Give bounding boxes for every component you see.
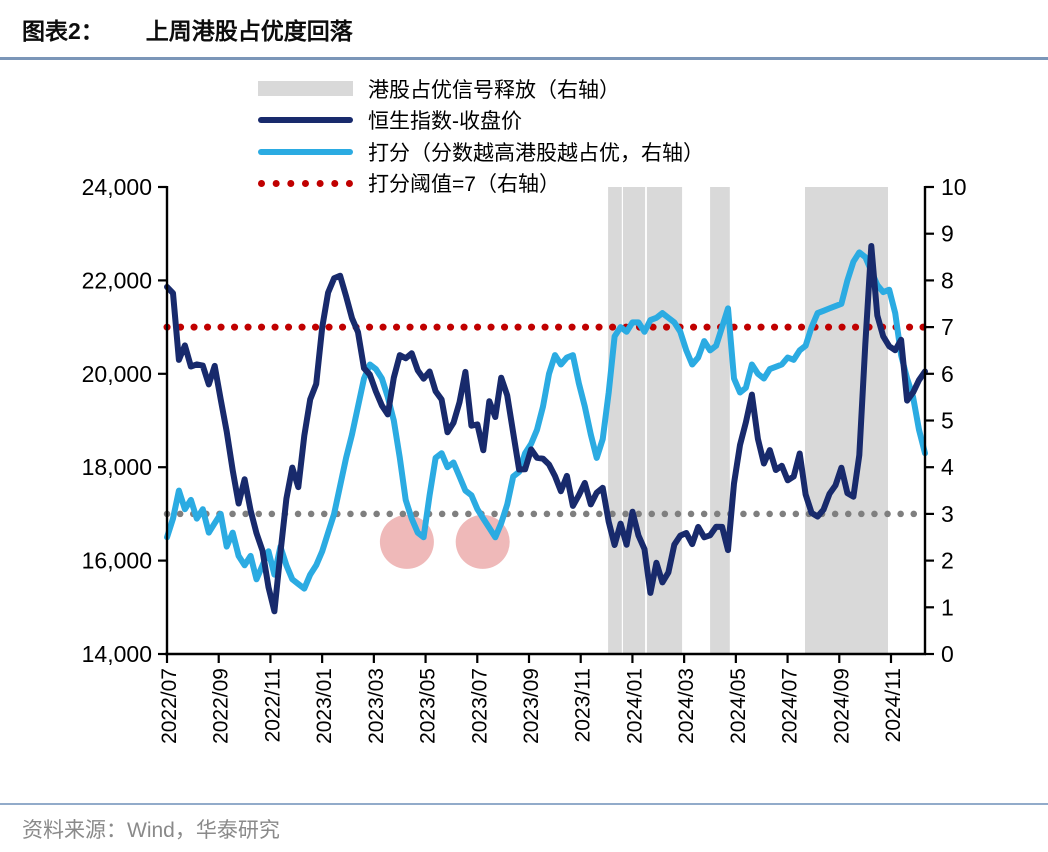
y-left-tick-label: 22,000 <box>82 267 152 293</box>
x-tick-label: 2022/09 <box>210 668 233 744</box>
y-right-tick-label: 7 <box>941 314 954 340</box>
score-line <box>164 249 928 592</box>
y-right-tick-label: 3 <box>941 501 954 527</box>
figure-title: 图表2： 上周港股占优度回落 <box>0 0 1048 60</box>
x-tick-label: 2023/07 <box>468 668 491 744</box>
x-axis: 2022/07 2022/09 2022/11 2023/01 2023/03 2023/… <box>158 654 905 744</box>
x-tick-label: 2023/11 <box>572 668 595 742</box>
x-tick-label: 2022/11 <box>261 668 284 742</box>
y-axis-left: 24,000 22,000 20,000 18,000 16,000 14,000 <box>82 174 167 667</box>
legend-item-hsi: 恒生指数-收盘价 <box>258 105 704 137</box>
x-tick-label: 2024/11 <box>882 668 905 742</box>
x-tick-label: 2024/05 <box>727 668 750 744</box>
legend-item-threshold: 打分阈值=7（右轴） <box>258 168 704 200</box>
x-tick-label: 2023/03 <box>365 668 388 744</box>
x-tick-label: 2023/09 <box>520 668 543 744</box>
y-right-tick-label: 8 <box>941 267 954 293</box>
legend-label: 打分阈值=7（右轴） <box>368 173 560 197</box>
y-right-tick-label: 10 <box>941 174 967 200</box>
y-right-tick-label: 4 <box>941 454 954 480</box>
legend-item-signal: 港股占优信号释放（右轴） <box>258 73 704 105</box>
hsi-line <box>164 243 928 615</box>
x-tick-label: 2024/09 <box>830 668 853 744</box>
y-right-tick-label: 9 <box>941 221 954 247</box>
x-tick-label: 2024/03 <box>675 668 698 744</box>
x-tick-label: 2023/05 <box>417 668 440 744</box>
figure-source: 资料来源：Wind，华泰研究 <box>0 803 1048 844</box>
y-right-tick-label: 2 <box>941 548 954 574</box>
legend-label: 港股占优信号释放（右轴） <box>368 78 620 102</box>
y-left-tick-label: 24,000 <box>82 174 152 200</box>
legend-item-score: 打分（分数越高港股越占优，右轴） <box>258 136 704 168</box>
score-line-swatch <box>258 148 353 155</box>
x-tick-label: 2023/01 <box>313 668 336 744</box>
x-tick-label: 2022/07 <box>158 668 181 744</box>
threshold-line-swatch <box>258 179 353 187</box>
legend-label: 打分（分数越高港股越占优，右轴） <box>368 141 704 165</box>
x-tick-label: 2024/07 <box>779 668 802 744</box>
y-left-tick-label: 18,000 <box>82 454 152 480</box>
hsi-line-swatch <box>258 117 353 124</box>
y-left-tick-label: 20,000 <box>82 361 152 387</box>
figure-caption: 上周港股占优度回落 <box>145 18 353 44</box>
y-left-tick-label: 14,000 <box>82 641 152 667</box>
figure-number: 图表2： <box>22 18 104 44</box>
y-right-tick-label: 0 <box>941 641 954 667</box>
signal-band-swatch <box>258 81 353 97</box>
x-tick-label: 2024/01 <box>623 668 646 744</box>
highlight-circles <box>379 514 510 569</box>
y-left-tick-label: 16,000 <box>82 548 152 574</box>
y-right-tick-label: 5 <box>941 408 954 434</box>
chart-legend: 港股占优信号释放（右轴） 恒生指数-收盘价 打分（分数越高港股越占优，右轴） 打… <box>258 73 704 199</box>
source-text: 资料来源：Wind，华泰研究 <box>22 819 280 842</box>
legend-label: 恒生指数-收盘价 <box>368 110 522 134</box>
y-right-tick-label: 6 <box>941 361 954 387</box>
y-right-tick-label: 1 <box>941 594 954 620</box>
